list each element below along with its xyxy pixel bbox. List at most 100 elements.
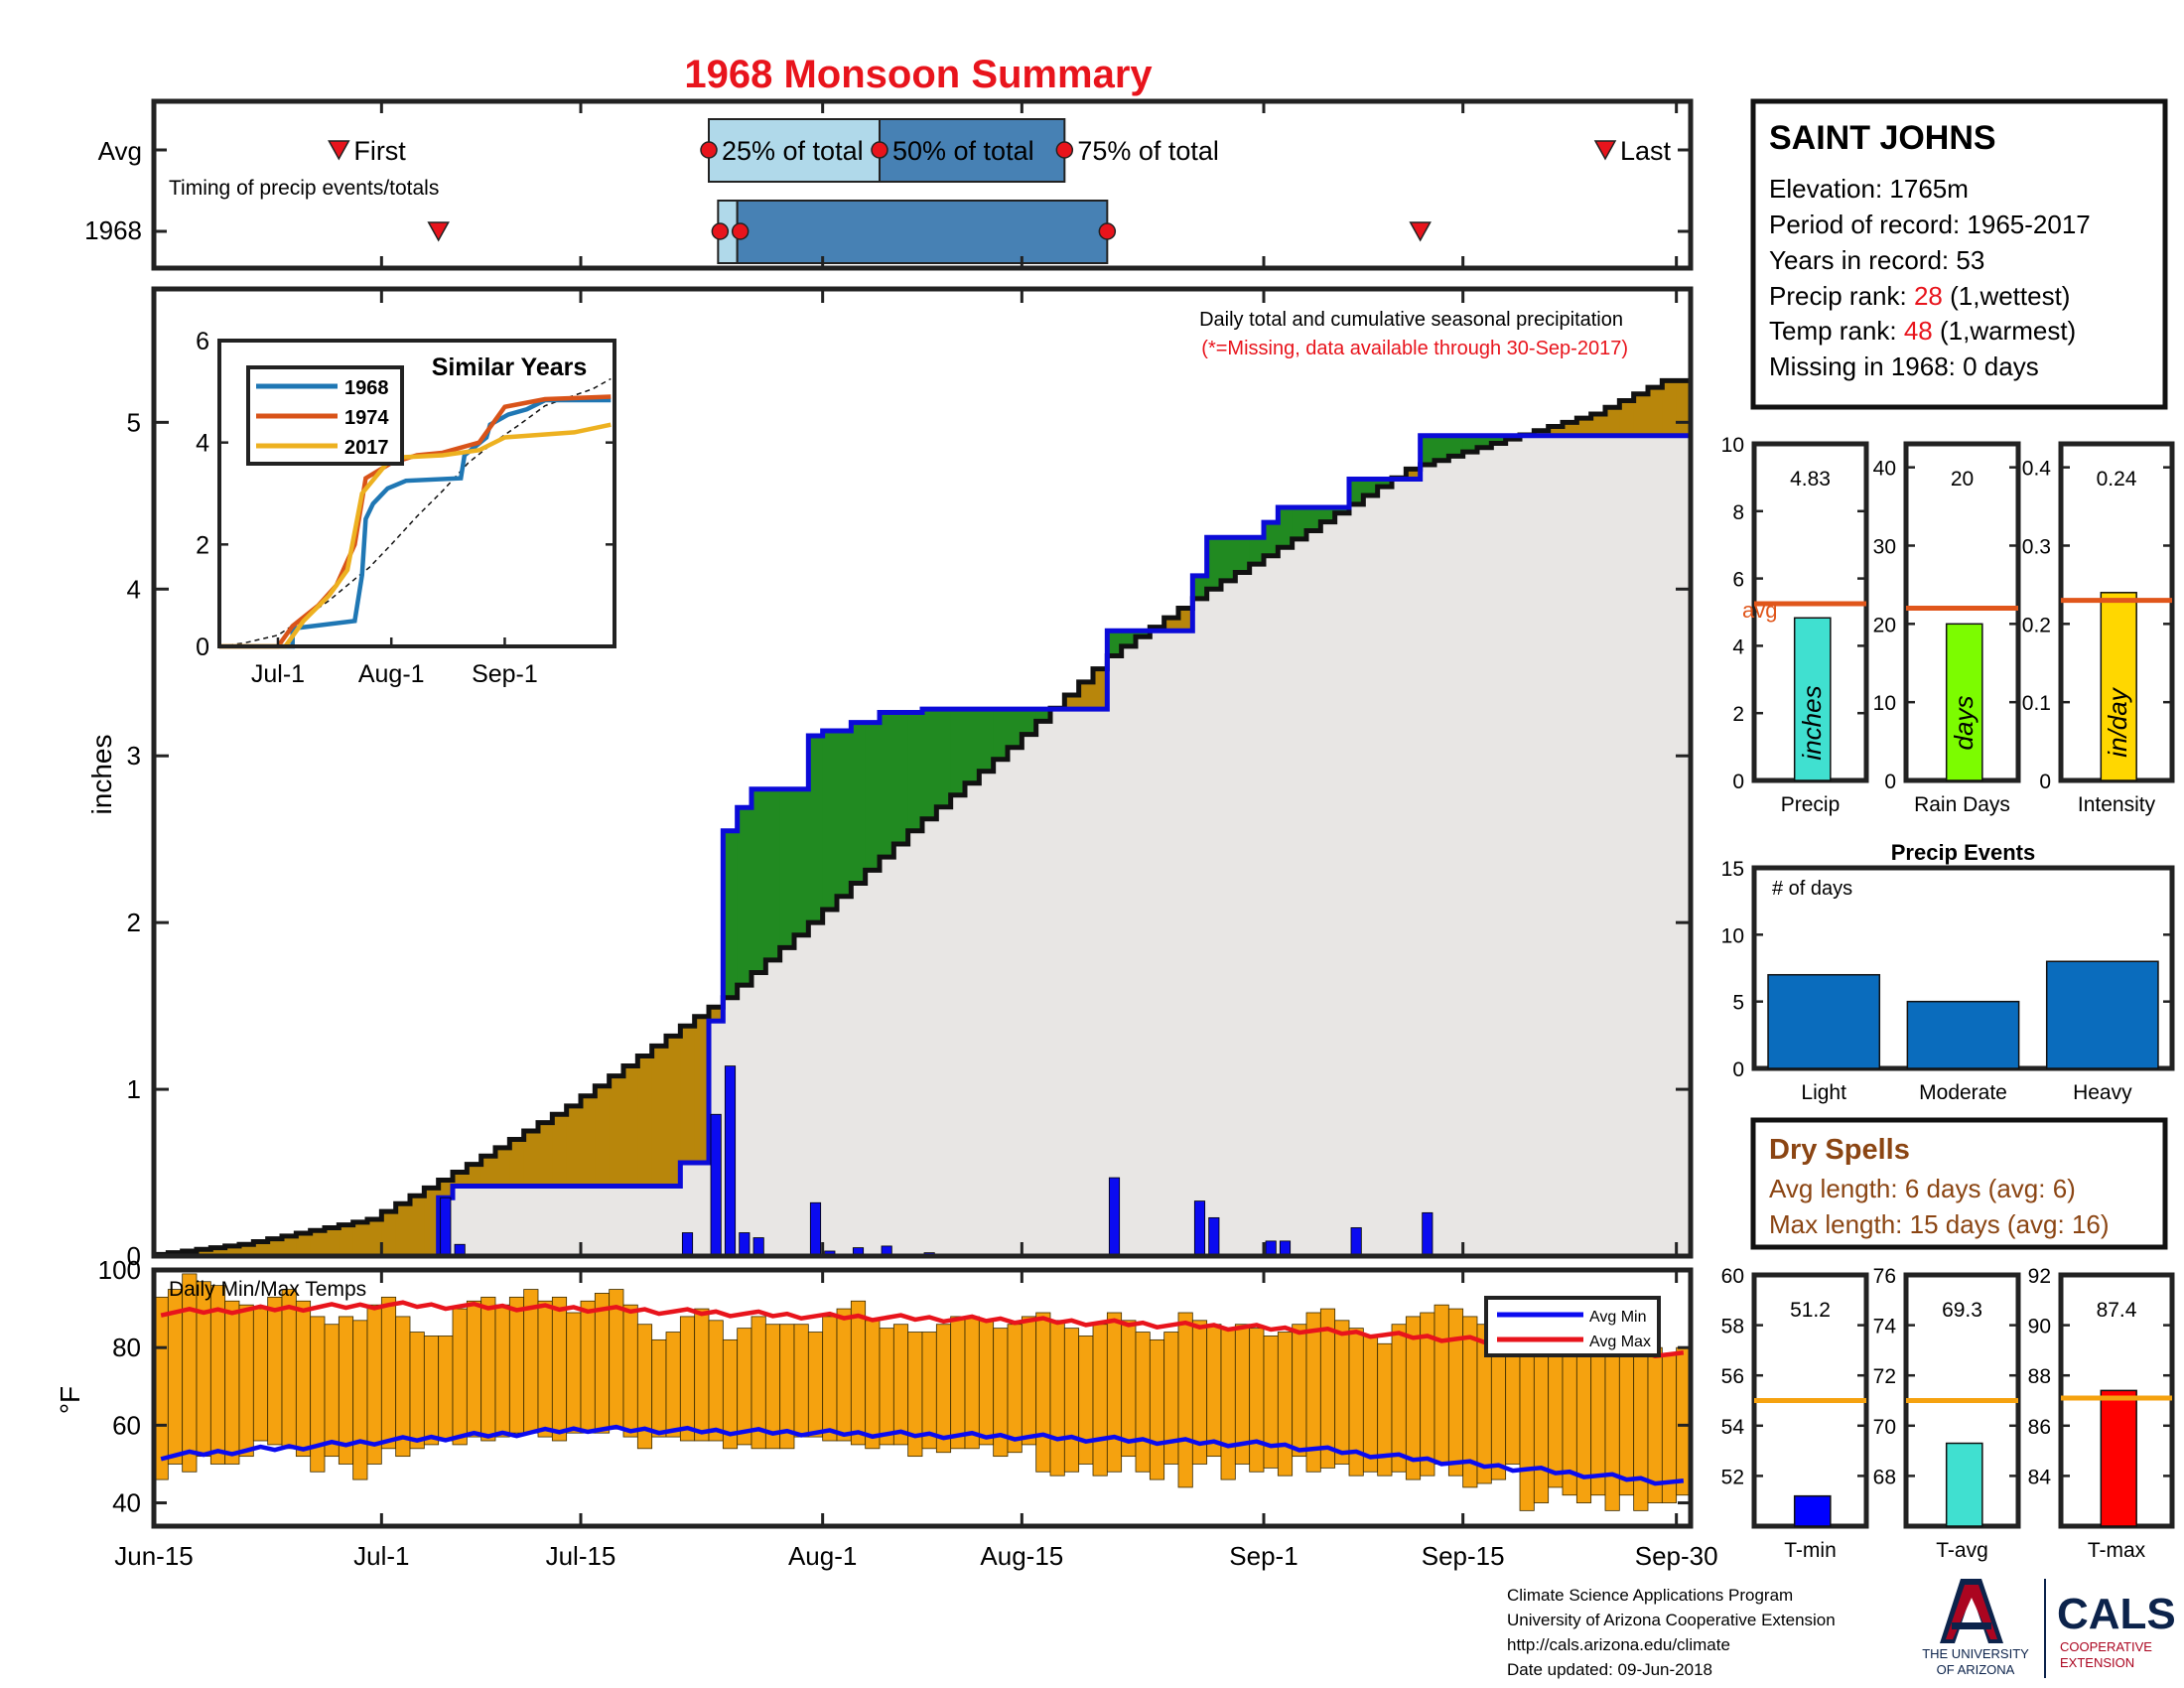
daily-temp-bar	[1177, 1312, 1193, 1488]
precip-axes: 0 1 2 3 4 5	[127, 289, 1691, 1271]
above-average-fill	[1420, 435, 1435, 466]
precip-ytick-label: 2	[127, 908, 141, 937]
below-average-fill	[267, 1238, 283, 1256]
above-average-fill	[893, 712, 909, 844]
above-average-fill	[1462, 435, 1478, 453]
above-average-fill	[1107, 631, 1123, 656]
panel-ytick-label: 68	[1873, 1466, 1896, 1488]
dry-spells-box: Dry Spells Avg length: 6 days (avg: 6) M…	[1750, 1117, 2168, 1250]
below-average-fill	[509, 1139, 525, 1187]
daily-temp-bar	[978, 1320, 995, 1446]
above-average-fill	[936, 709, 952, 807]
panel-ytick-label: 72	[1873, 1365, 1896, 1388]
above-average-fill	[1377, 479, 1393, 488]
below-average-fill	[1548, 426, 1564, 436]
dry-spells-max: Max length: 15 days (avg: 16)	[1769, 1209, 2110, 1239]
panel-ytick-label: 58	[1721, 1316, 1744, 1338]
panel-events: 0 5 10 15 Light Moderate Heavy Precip Events # o…	[1721, 840, 2175, 1104]
panel-ytick-label: 6	[1732, 569, 1744, 592]
panel-value-label-tmin: 51.2	[1790, 1299, 1831, 1322]
daily-temp-bar	[850, 1300, 867, 1446]
above-average-fill	[737, 807, 752, 986]
above-average-fill	[950, 709, 966, 795]
above-average-fill	[1363, 479, 1379, 495]
below-average-fill	[352, 1221, 368, 1256]
above-average-fill	[1477, 435, 1492, 448]
panel-value-label-intensity: 0.24	[2097, 468, 2137, 491]
daily-precip-bar	[681, 1232, 694, 1257]
daily-temp-bar	[793, 1324, 809, 1438]
daily-temp-bar	[836, 1308, 852, 1442]
inset-ytick-label: 4	[196, 430, 209, 458]
footer-line-4: Date updated: 09-Jun-2018	[1507, 1660, 1712, 1679]
inset-xtick-label: Sep-1	[472, 660, 538, 688]
similar-years-legend-entries: 1968 1974 2017	[256, 377, 389, 459]
date-axis-label: Sep-15	[1422, 1541, 1505, 1571]
above-average-fill	[1278, 506, 1294, 548]
panel-precip: 0 2 4 6 8 10 4.83 Precip inches avg	[1721, 434, 1869, 816]
panel-unit-raindays: days	[1949, 696, 1979, 751]
daily-temp-bar	[651, 1338, 667, 1438]
panel-ytick-label: 0	[2039, 771, 2051, 793]
below-average-fill	[566, 1105, 582, 1187]
above-average-fill	[1434, 435, 1449, 461]
inset-series-line-1968	[219, 397, 612, 649]
below-average-fill	[467, 1164, 482, 1187]
below-average-fill	[282, 1235, 297, 1256]
inset-xtick-label: Aug-1	[358, 660, 425, 688]
daily-precip-bar	[1108, 1177, 1121, 1257]
daily-precip-bar	[1422, 1211, 1433, 1257]
below-average-fill	[410, 1196, 425, 1256]
panel-bar-raindays	[1945, 623, 1983, 781]
below-average-fill	[1619, 400, 1635, 436]
daily-temp-bar	[1007, 1324, 1023, 1454]
timing-avg-q2-box	[879, 118, 1066, 183]
timing-avg-p75-marker	[1055, 141, 1074, 159]
above-average-fill	[979, 709, 995, 772]
legend-avg-max: Avg Max	[1589, 1334, 1651, 1350]
date-axis-label: Jul-15	[546, 1541, 616, 1571]
daily-temp-bar	[537, 1300, 553, 1438]
daily-temp-bar	[879, 1328, 894, 1446]
below-average-fill	[1534, 430, 1550, 436]
daily-temp-bar	[1078, 1336, 1094, 1465]
daily-temp-bar	[508, 1296, 525, 1434]
cals-logo: CALS COOPERATIVE EXTENSION	[2057, 1590, 2176, 1670]
timing-marks: First 25% of total 50% of total 75% of tota…	[152, 101, 1691, 268]
panel-ytick-label: 10	[1873, 692, 1896, 715]
above-average-fill	[1320, 506, 1336, 522]
daily-temp-bar	[196, 1281, 211, 1458]
above-average-fill	[1221, 537, 1236, 581]
station-name: SAINT JOHNS	[1769, 119, 1996, 157]
daily-temp-bar	[1292, 1324, 1307, 1458]
panel-unit-precip: inches	[1797, 685, 1827, 760]
daily-temp-bar	[1618, 1338, 1635, 1496]
panel-xlabel-precip: Precip	[1781, 793, 1841, 816]
above-average-fill	[808, 736, 824, 923]
precip-plot-area	[151, 377, 1692, 1259]
timing-avg-p25-marker	[700, 141, 718, 159]
precip-ylabel: inches	[86, 735, 117, 815]
temp-ylabel: °F	[55, 1386, 85, 1414]
above-average-fill	[779, 788, 795, 948]
panel-ytick-label: 0.1	[2022, 692, 2051, 715]
events-category-label: Light	[1801, 1081, 1846, 1104]
daily-temp-bar	[665, 1332, 681, 1438]
below-average-fill	[595, 1085, 611, 1187]
daily-temp-bar	[1575, 1346, 1592, 1503]
similar-years-axes: 0 2 4 6 Jul-1 Aug-1 Sep-1	[196, 328, 614, 688]
daily-temp-bar	[494, 1304, 510, 1438]
daily-temp-bar	[822, 1316, 838, 1442]
panel-value-label-precip: 4.83	[1790, 468, 1831, 491]
station-elevation: Elevation: 1765m	[1769, 174, 1969, 204]
panel-ytick-label: 0.3	[2022, 535, 2051, 558]
above-average-fill	[822, 731, 838, 910]
below-average-fill	[1064, 695, 1080, 710]
daily-temp-bar	[366, 1304, 382, 1465]
daily-temp-bar	[438, 1336, 454, 1442]
above-average-fill	[1192, 575, 1208, 599]
avg-max-line	[160, 1300, 1685, 1358]
timing-row-label-avg: Avg	[98, 136, 142, 166]
daily-precip-bar	[739, 1232, 751, 1257]
